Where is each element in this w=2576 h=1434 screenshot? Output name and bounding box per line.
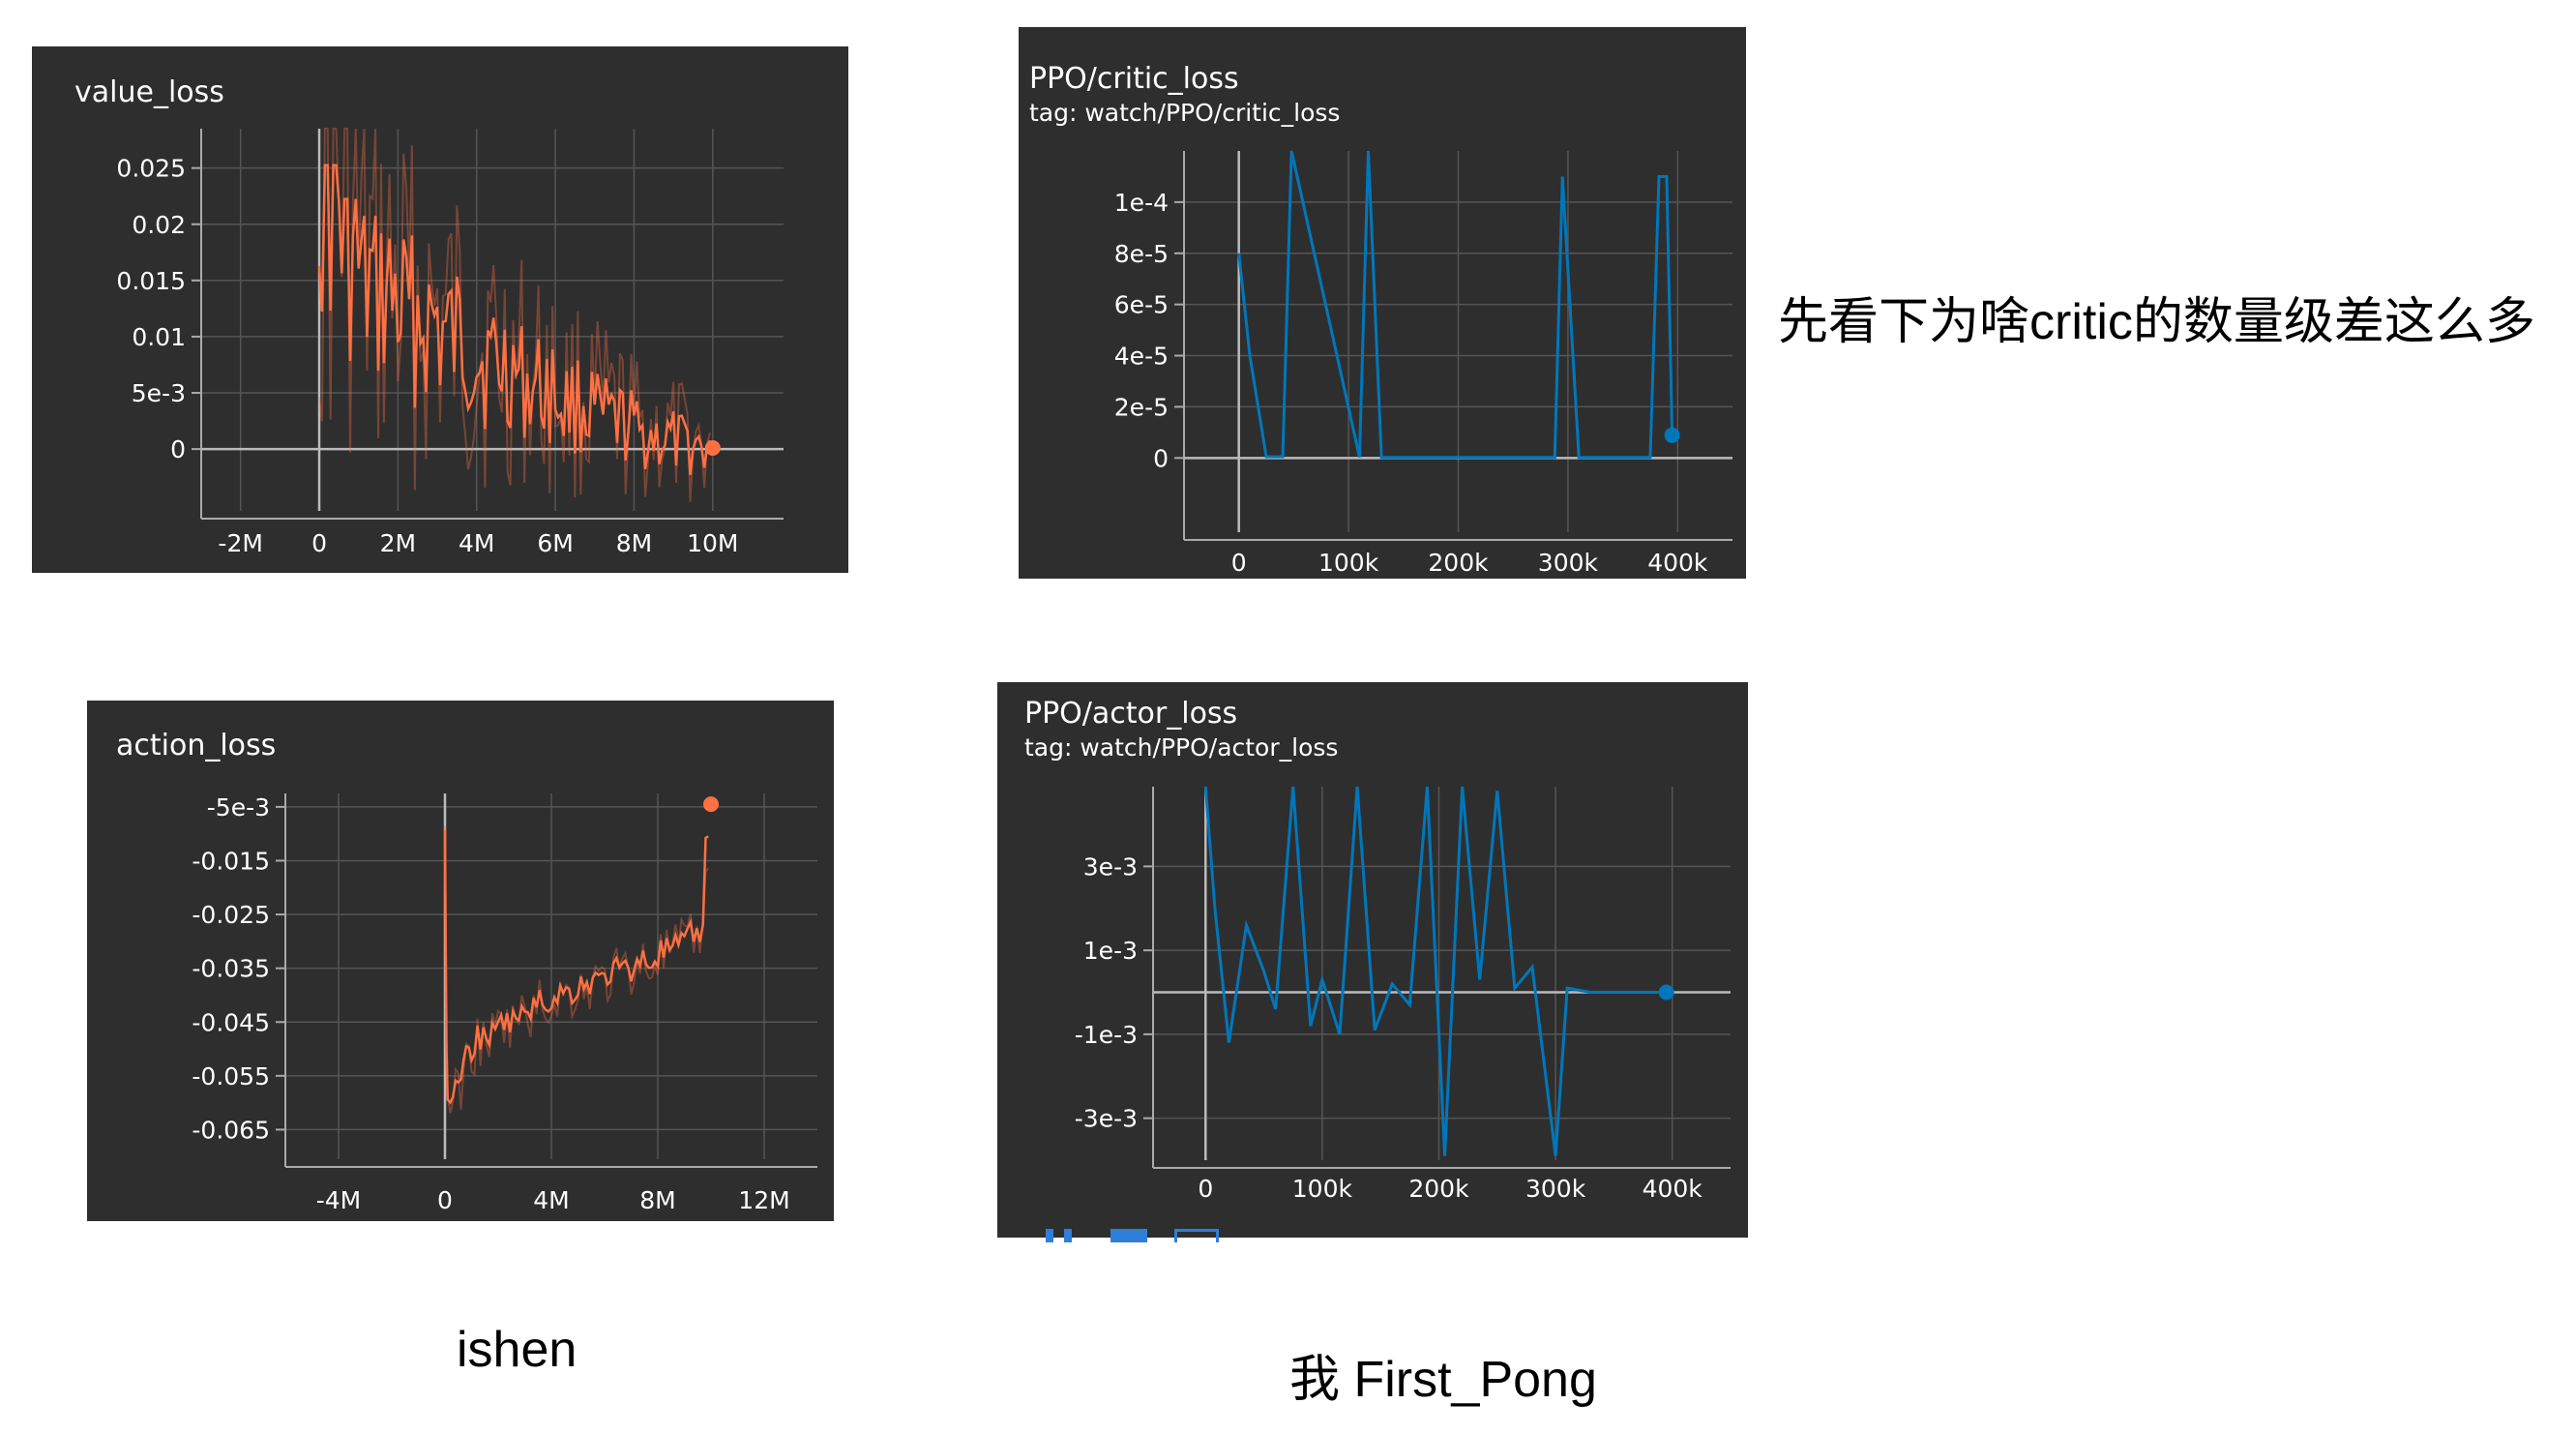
y-tick-label: -5e-3	[207, 793, 270, 822]
x-tick-label: 200k	[1428, 549, 1489, 577]
y-tick-label: 1e-3	[1083, 937, 1138, 965]
right-author-label: 我 First_Pong	[1289, 1352, 1597, 1408]
y-tick-label: 5e-3	[132, 379, 186, 407]
x-tick-label: 8M	[639, 1186, 675, 1214]
y-tick-label: 1e-4	[1114, 189, 1169, 217]
x-tick-label: 0	[1231, 549, 1247, 577]
y-tick-label: -0.025	[192, 901, 270, 929]
x-tick-label: 2M	[380, 529, 416, 557]
series-line	[1237, 150, 1674, 460]
series-raw-line	[444, 825, 710, 1114]
x-tick-label: 10M	[687, 529, 738, 557]
x-tick-label: 200k	[1408, 1175, 1469, 1203]
y-tick-label: -0.055	[192, 1062, 270, 1090]
y-tick-label: 4e-5	[1114, 343, 1169, 371]
value-loss-plot: -2M 0 2M 4M 6M 8M 10M 0.025 0.02 0.015 0.01 5e-3 0	[116, 128, 784, 557]
x-tick-label: -2M	[218, 529, 263, 557]
y-tick-label: -0.015	[192, 847, 270, 875]
series-end-marker	[704, 439, 721, 456]
chart-tag: tag: watch/PPO/actor_loss	[1024, 733, 1339, 762]
series-line	[1203, 786, 1667, 1156]
x-tick-label: 400k	[1647, 549, 1708, 577]
x-tick-label: 0	[1198, 1175, 1213, 1203]
action-loss-chart-panel: action_loss -4M 0 4M 8M 12M -5e-3 -0.015 -0.025…	[87, 701, 834, 1221]
y-tick-label: 8e-5	[1114, 240, 1169, 268]
series-line	[317, 164, 712, 475]
y-tick-label: 0.015	[116, 267, 186, 295]
x-tick-label: 300k	[1538, 549, 1599, 577]
fullscreen-icon[interactable]	[1064, 1229, 1072, 1242]
fullscreen-icon[interactable]	[1046, 1229, 1053, 1242]
y-tick-label: 0	[1153, 444, 1169, 472]
x-tick-label: 0	[437, 1186, 453, 1214]
x-tick-label: 12M	[738, 1186, 789, 1214]
series-end-marker	[1664, 427, 1680, 443]
question-annotation: 先看下为啥critic的数量级差这么多	[1778, 294, 2535, 350]
action-loss-plot: -4M 0 4M 8M 12M -5e-3 -0.015 -0.025 -0.035 -0.045…	[192, 793, 817, 1214]
y-tick-label: -3e-3	[1075, 1105, 1138, 1133]
chart-title: PPO/actor_loss	[1024, 697, 1238, 731]
y-tick-label: 0.01	[132, 323, 186, 351]
y-tick-label: 0.025	[116, 155, 186, 183]
critic-loss-chart-panel: PPO/critic_loss tag: watch/PPO/critic_lo…	[1019, 27, 1746, 579]
chart-title: action_loss	[116, 729, 277, 762]
y-tick-label: 0.02	[132, 211, 186, 239]
x-tick-label: 8M	[616, 529, 652, 557]
y-tick-label: -0.045	[192, 1008, 270, 1036]
x-tick-label: 100k	[1292, 1175, 1353, 1203]
x-tick-label: -4M	[316, 1186, 362, 1214]
series-end-marker	[1658, 984, 1674, 1001]
x-tick-label: 0	[311, 529, 327, 557]
y-tick-label: 2e-5	[1114, 393, 1169, 421]
y-tick-label: 3e-3	[1083, 852, 1138, 881]
x-tick-label: 300k	[1525, 1175, 1586, 1203]
y-tick-label: -1e-3	[1075, 1021, 1138, 1049]
actor-loss-chart-panel: PPO/actor_loss tag: watch/PPO/actor_loss…	[997, 682, 1748, 1238]
series-line	[443, 829, 709, 1105]
actor-loss-plot: 0 100k 200k 300k 400k 3e-3 1e-3 -1e-3 -3e-3	[1075, 786, 1731, 1203]
chart-title: PPO/critic_loss	[1029, 62, 1239, 96]
x-tick-label: 6M	[537, 529, 573, 557]
chart-title: value_loss	[74, 75, 224, 109]
y-tick-label: -0.065	[192, 1116, 270, 1144]
x-tick-label: 4M	[459, 529, 494, 557]
critic-loss-plot: 0 100k 200k 300k 400k 1e-4 8e-5 6e-5 4e-5 2e-5 0	[1114, 150, 1732, 577]
x-tick-label: 100k	[1318, 549, 1379, 577]
x-tick-label: 400k	[1643, 1175, 1703, 1203]
download-icon[interactable]	[1110, 1229, 1147, 1242]
x-tick-label: 4M	[533, 1186, 569, 1214]
y-tick-label: 0	[170, 435, 186, 463]
left-author-label: ishen	[457, 1322, 577, 1378]
value-loss-chart-panel: value_loss -2M 0 2M 4M 6M 8M 10M 0.025 0.02 0.015…	[32, 46, 848, 573]
y-tick-label: -0.035	[192, 955, 270, 983]
y-tick-label: 6e-5	[1114, 291, 1169, 319]
series-end-marker	[703, 796, 719, 813]
fit-domain-icon[interactable]	[1174, 1229, 1219, 1242]
chart-tag: tag: watch/PPO/critic_loss	[1029, 99, 1341, 127]
